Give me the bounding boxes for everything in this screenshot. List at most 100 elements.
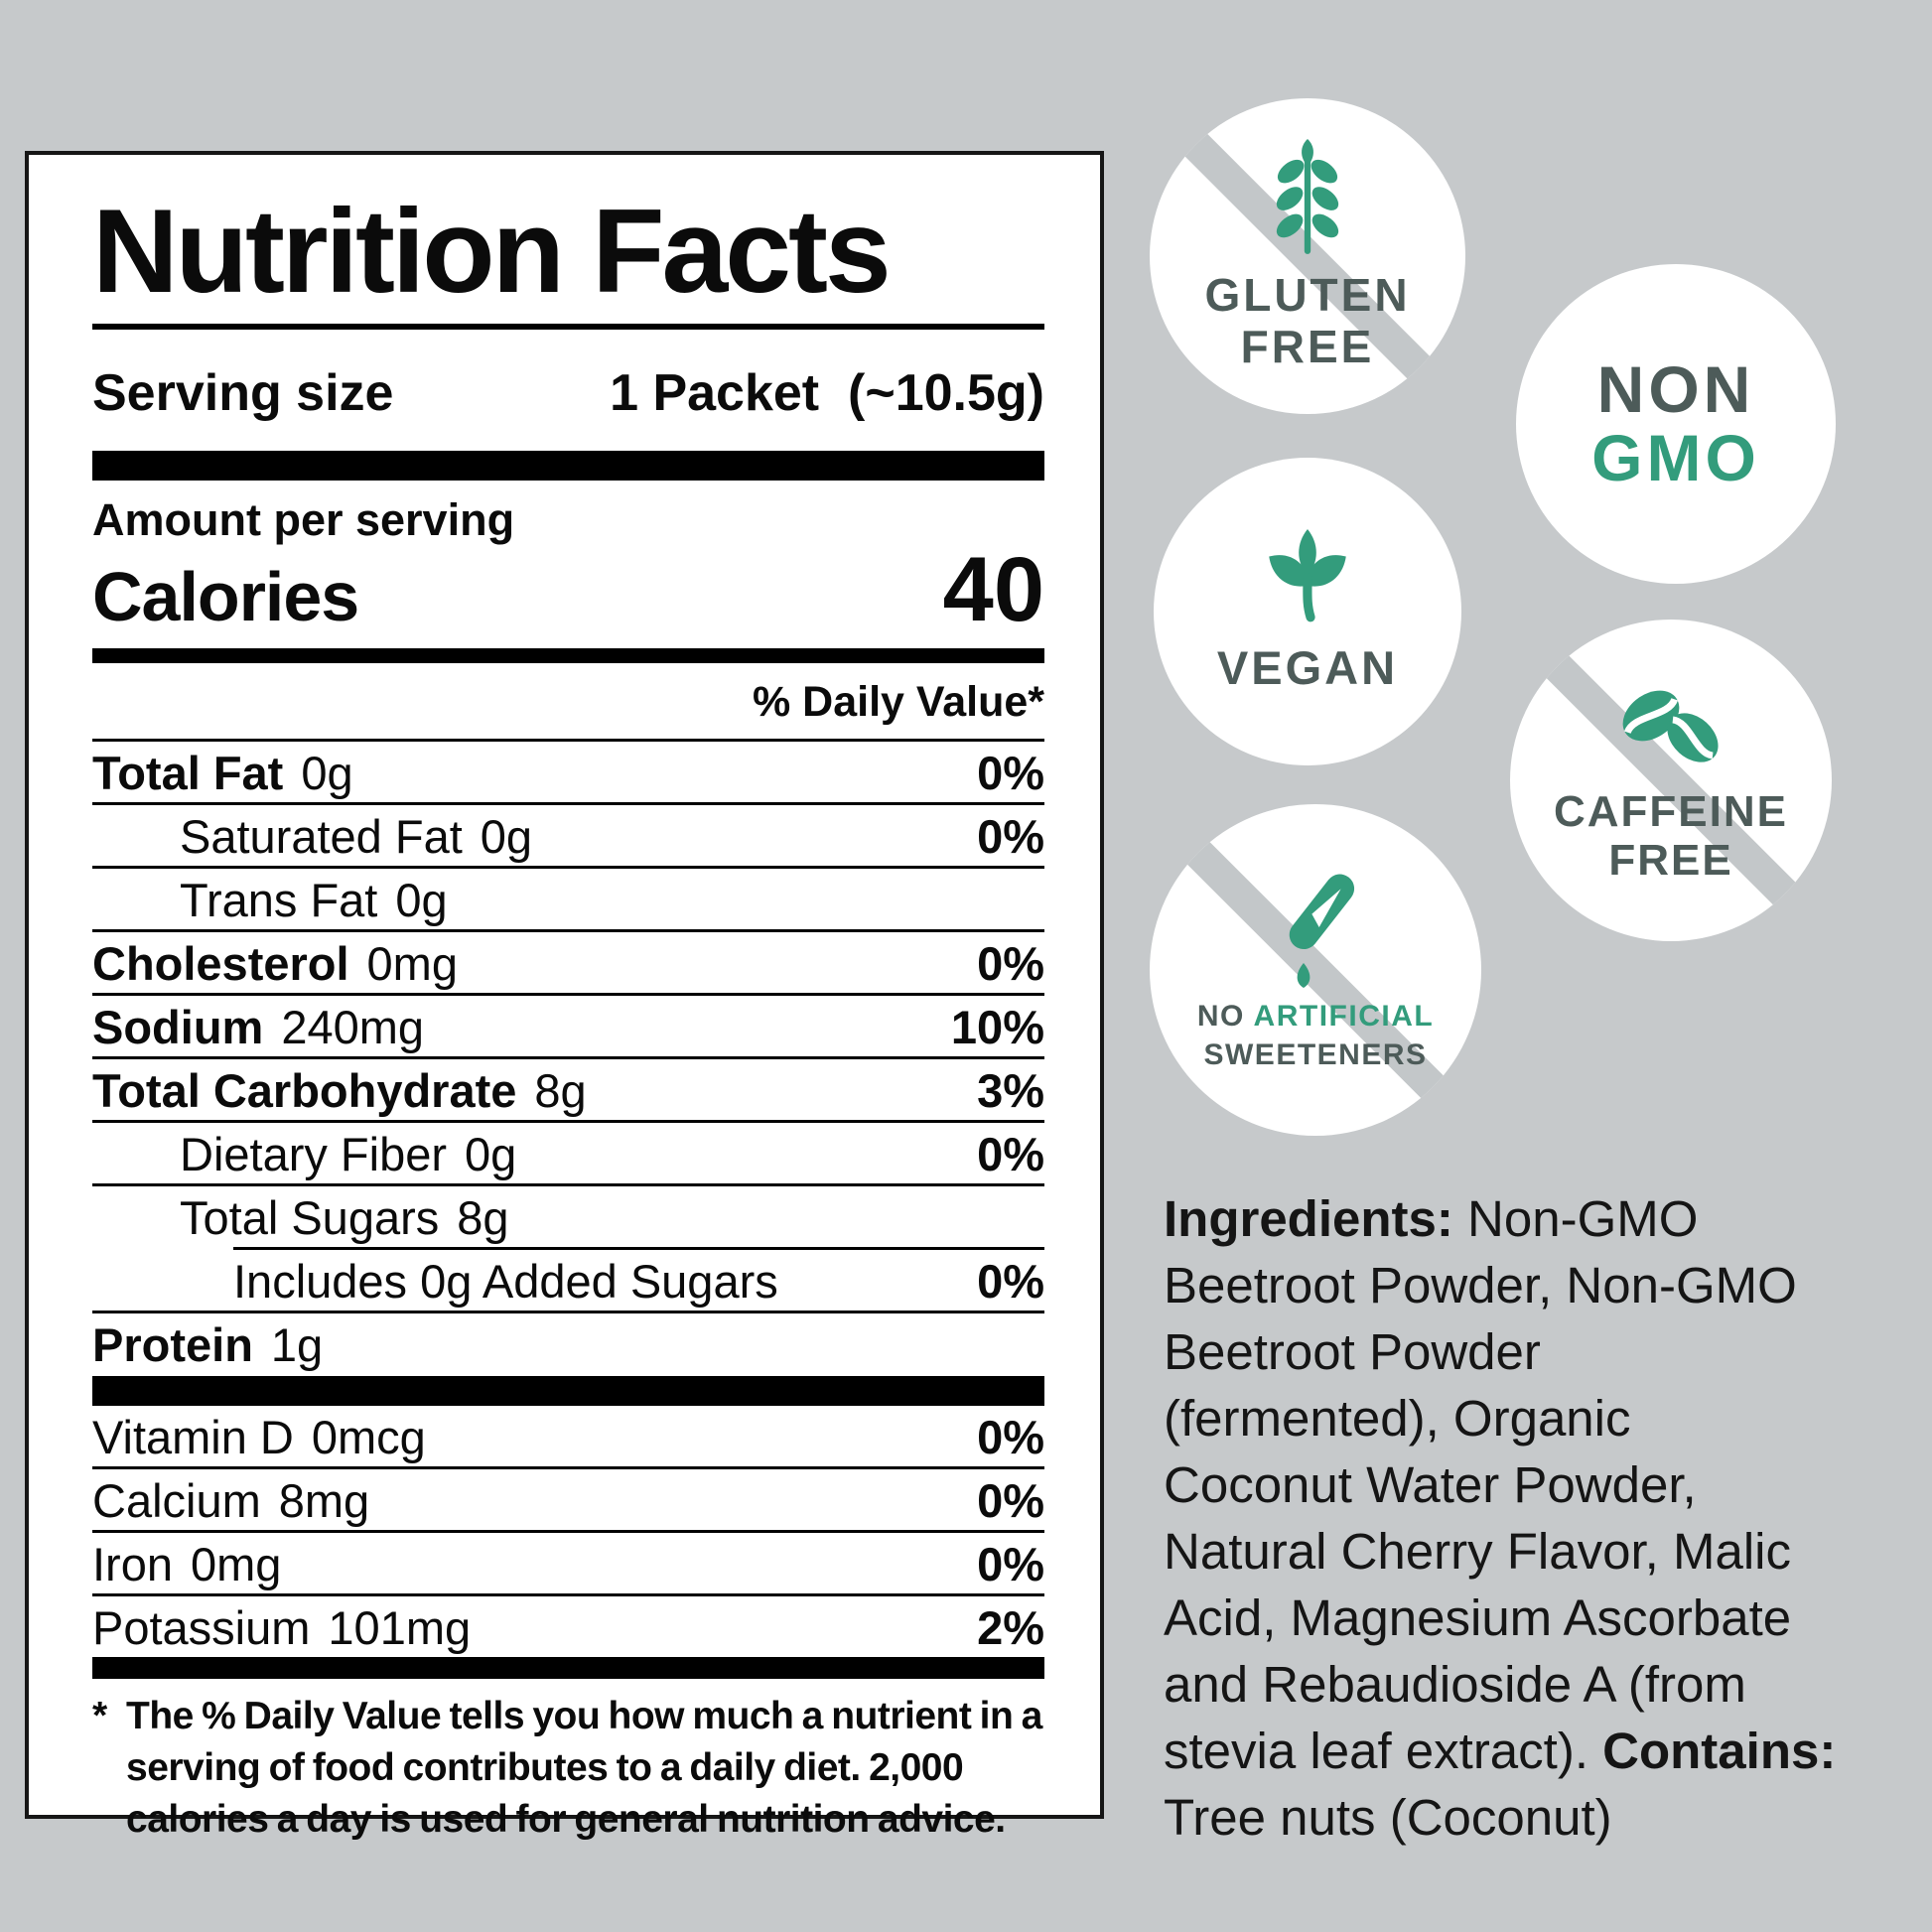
nutrient-name: Cholesterol 0mg bbox=[92, 937, 458, 991]
wheat-icon bbox=[1275, 139, 1340, 256]
nutrient-row: Sodium 240mg 10% bbox=[92, 996, 1044, 1056]
nutrient-row: Calcium 8mg 0% bbox=[92, 1469, 1044, 1530]
ingredients-text: Ingredients: Non-GMO Beetroot Powder, Non… bbox=[1164, 1185, 1928, 1851]
calories-value: 40 bbox=[942, 539, 1044, 641]
badge-text-line: FREE bbox=[1240, 321, 1375, 372]
footnote-asterisk: * bbox=[92, 1695, 107, 1738]
nutrient-row: Includes 0g Added Sugars 0% bbox=[92, 1250, 1044, 1311]
ingredients-line: and Rebaudioside A (from bbox=[1164, 1656, 1746, 1713]
hairline bbox=[92, 993, 1044, 997]
sweetener-drop-icon bbox=[1270, 866, 1361, 991]
nutrient-name: Total Fat 0g bbox=[92, 747, 353, 800]
nutrient-amount: 0mg bbox=[366, 937, 458, 991]
ingredients-line: Natural Cherry Flavor, Malic bbox=[1164, 1523, 1791, 1580]
ingredients-line: Coconut Water Powder, bbox=[1164, 1456, 1697, 1513]
nutrient-rows: Total Fat 0g 0% Saturated Fat 0g 0% Trans Fat 0… bbox=[92, 742, 1044, 1374]
badge-text-line: VEGAN bbox=[1216, 640, 1399, 694]
nutrient-amount: 101mg bbox=[328, 1601, 472, 1655]
amount-per-serving-label: Amount per serving bbox=[92, 494, 515, 546]
badge-no-artificial-sweeteners: NO ARTIFICIAL SWEETENERS bbox=[1150, 804, 1481, 1136]
hairline bbox=[92, 1530, 1044, 1534]
nutrient-daily-value: 10% bbox=[950, 1001, 1044, 1054]
ingredients-line: (fermented), Organic bbox=[1164, 1390, 1631, 1447]
micronutrient-rows: Vitamin D 0mcg 0% Calcium 8mg 0% Iron 0mg 0% Pota… bbox=[92, 1406, 1044, 1657]
serving-size-value: 1 Packet (~10.5g) bbox=[610, 364, 1044, 423]
nutrient-name: Calcium 8mg bbox=[92, 1474, 370, 1528]
nutrient-row: Saturated Fat 0g 0% bbox=[92, 805, 1044, 866]
ingredients-line: stevia leaf extract). Contains: bbox=[1164, 1723, 1837, 1779]
nutrient-name: Dietary Fiber 0g bbox=[180, 1128, 517, 1181]
nutrient-amount: 0mcg bbox=[311, 1411, 426, 1464]
badge-text-line: NO ARTIFICIAL bbox=[1196, 1000, 1435, 1033]
nutrient-name: Total Sugars 8g bbox=[180, 1191, 509, 1245]
badge-non-gmo: NON GMO bbox=[1516, 264, 1836, 584]
badge-text: CAFFEINE FREE bbox=[1554, 787, 1788, 886]
nutrient-amount: 0g bbox=[480, 810, 533, 864]
nutrient-row: Total Sugars 8g bbox=[92, 1186, 1044, 1247]
daily-value-header: % Daily Value* bbox=[753, 678, 1044, 727]
hairline bbox=[92, 929, 1044, 933]
badge-gluten-free: GLUTEN FREE bbox=[1150, 98, 1465, 414]
hairline bbox=[92, 1183, 1044, 1187]
nutrient-row: Trans Fat 0g bbox=[92, 869, 1044, 929]
nutrient-amount: 0g bbox=[395, 874, 448, 927]
badge-text: VEGAN bbox=[1216, 640, 1399, 695]
coffee-beans-icon bbox=[1613, 676, 1728, 773]
serving-size-row: Serving size 1 Packet (~10.5g) bbox=[92, 363, 1044, 423]
badge-text-line: GMO bbox=[1591, 421, 1760, 494]
badge-text: NO ARTIFICIAL SWEETENERS bbox=[1197, 997, 1434, 1074]
thick-divider bbox=[92, 451, 1044, 482]
calories-row: Calories 40 bbox=[92, 538, 1044, 642]
nutrient-daily-value: 0% bbox=[977, 810, 1044, 864]
badge-text: GLUTEN FREE bbox=[1204, 270, 1410, 372]
nutrient-row: Potassium 101mg 2% bbox=[92, 1596, 1044, 1657]
badge-text-line: NON bbox=[1596, 351, 1755, 426]
nutrient-daily-value: 0% bbox=[977, 1538, 1044, 1591]
hairline bbox=[233, 1247, 1044, 1251]
nutrient-row: Cholesterol 0mg 0% bbox=[92, 932, 1044, 993]
nutrient-amount: 240mg bbox=[281, 1001, 425, 1054]
nutrient-row: Total Fat 0g 0% bbox=[92, 742, 1044, 802]
ingredients-line: Beetroot Powder, Non-GMO bbox=[1164, 1257, 1797, 1313]
nutrient-row: Total Carbohydrate 8g 3% bbox=[92, 1059, 1044, 1120]
nutrient-name: Vitamin D 0mcg bbox=[92, 1411, 426, 1464]
nutrient-name: Saturated Fat 0g bbox=[180, 810, 533, 864]
footnote-text: The % Daily Value tells you how much a n… bbox=[126, 1695, 1042, 1842]
daily-value-footnote: * The % Daily Value tells you how much a… bbox=[92, 1691, 1044, 1846]
nutrition-facts-panel: Nutrition Facts Serving size 1 Packet (~… bbox=[25, 151, 1104, 1841]
hairline bbox=[92, 1056, 1044, 1060]
nutrient-amount: 8g bbox=[457, 1191, 509, 1245]
nutrient-name: Iron 0mg bbox=[92, 1538, 282, 1591]
nutrient-amount: 0mg bbox=[191, 1538, 282, 1591]
badge-text-line: SWEETENERS bbox=[1203, 1038, 1428, 1071]
thick-divider bbox=[92, 1657, 1044, 1680]
nutrient-daily-value: 0% bbox=[977, 1255, 1044, 1309]
thick-divider bbox=[92, 1376, 1044, 1407]
medium-divider bbox=[92, 648, 1044, 664]
badge-text-line: CAFFEINE bbox=[1554, 786, 1788, 836]
badge-text-line: GLUTEN bbox=[1204, 269, 1411, 322]
nutrient-amount: 8g bbox=[534, 1064, 587, 1118]
nutrition-facts-title: Nutrition Facts bbox=[92, 185, 892, 318]
hairline bbox=[92, 1120, 1044, 1124]
nutrient-amount: 1g bbox=[270, 1318, 324, 1372]
nutrient-row: Protein 1g bbox=[92, 1313, 1044, 1374]
hairline bbox=[92, 739, 1044, 743]
nutrient-daily-value: 0% bbox=[977, 1128, 1044, 1181]
nutrient-name: Sodium 240mg bbox=[92, 1001, 425, 1054]
badge-text-line: FREE bbox=[1608, 836, 1733, 885]
hairline bbox=[92, 1311, 1044, 1314]
nutrient-name: Total Carbohydrate 8g bbox=[92, 1064, 587, 1118]
nutrient-daily-value: 3% bbox=[977, 1064, 1044, 1118]
ingredients-line: Ingredients: Non-GMO bbox=[1164, 1190, 1699, 1247]
nutrient-row: Iron 0mg 0% bbox=[92, 1533, 1044, 1593]
nutrient-name: Potassium 101mg bbox=[92, 1601, 472, 1655]
nutrient-daily-value: 0% bbox=[977, 747, 1044, 800]
badge-vegan: VEGAN bbox=[1154, 458, 1461, 765]
hairline bbox=[92, 1466, 1044, 1470]
ingredients-line: Tree nuts (Coconut) bbox=[1164, 1789, 1612, 1846]
badge-caffeine-free: CAFFEINE FREE bbox=[1510, 620, 1832, 941]
nutrient-amount: 8mg bbox=[278, 1474, 370, 1528]
nutrient-name: Trans Fat 0g bbox=[180, 874, 448, 927]
